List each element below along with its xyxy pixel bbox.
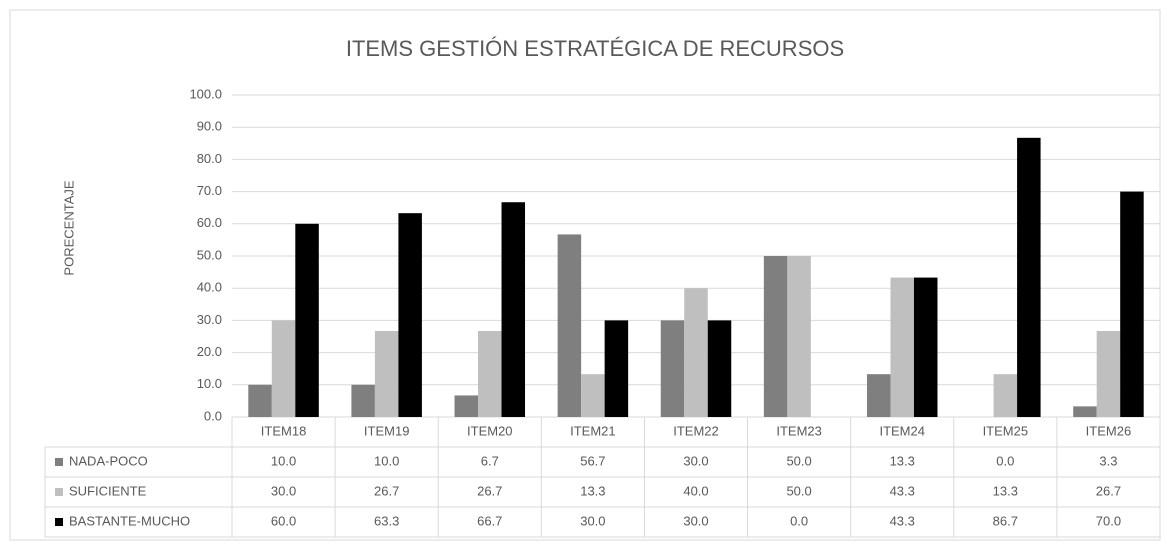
table-cell: 13.3 — [993, 483, 1018, 498]
table-cell: 10.0 — [374, 453, 399, 468]
x-tick-label: ITEM20 — [467, 423, 513, 438]
bar — [501, 202, 526, 417]
bar — [913, 277, 938, 417]
bar — [1096, 331, 1121, 417]
y-tick-label: 70.0 — [197, 183, 222, 198]
table-cell: 0.0 — [996, 453, 1014, 468]
bar — [787, 256, 811, 417]
y-tick-label: 20.0 — [197, 344, 222, 359]
table-cell: 0.0 — [790, 513, 808, 528]
legend-key — [55, 458, 63, 466]
bar — [890, 277, 914, 417]
table-cell: 26.7 — [1096, 483, 1121, 498]
x-tick-label: ITEM24 — [879, 423, 925, 438]
y-tick-label: 30.0 — [197, 312, 222, 327]
table-cell: 30.0 — [271, 483, 296, 498]
bar — [763, 256, 788, 417]
legend-label: SUFICIENTE — [69, 483, 147, 498]
x-tick-label: ITEM23 — [776, 423, 822, 438]
x-tick-label: ITEM21 — [570, 423, 616, 438]
y-tick-label: 50.0 — [197, 247, 222, 262]
table-cell: 3.3 — [1099, 453, 1117, 468]
table-cell: 66.7 — [477, 513, 502, 528]
bar — [707, 320, 732, 417]
table-cell: 43.3 — [890, 483, 915, 498]
table-cell: 26.7 — [374, 483, 399, 498]
table-cell: 30.0 — [683, 513, 708, 528]
x-tick-label: ITEM18 — [261, 423, 307, 438]
bar — [478, 331, 502, 417]
y-axis-label: PORECENTAJE — [61, 180, 76, 275]
bar — [581, 374, 605, 417]
legend-label: BASTANTE-MUCHO — [69, 513, 190, 528]
bar — [557, 234, 582, 417]
bar — [351, 384, 375, 417]
bar — [684, 288, 708, 417]
bar — [604, 320, 629, 417]
table-cell: 13.3 — [890, 453, 915, 468]
bar — [1073, 406, 1097, 417]
legend-key — [55, 488, 63, 496]
y-tick-label: 40.0 — [197, 280, 222, 295]
table-cell: 50.0 — [786, 483, 811, 498]
table-cell: 6.7 — [481, 453, 499, 468]
table-cell: 56.7 — [580, 453, 605, 468]
chart-title: ITEMS GESTIÓN ESTRATÉGICA DE RECURSOS — [346, 36, 844, 61]
bar — [1017, 137, 1041, 418]
bar — [1120, 191, 1144, 417]
table-cell: 40.0 — [683, 483, 708, 498]
bar — [248, 384, 272, 417]
table-cell: 26.7 — [477, 483, 502, 498]
table-cell: 30.0 — [683, 453, 708, 468]
table-cell: 50.0 — [786, 453, 811, 468]
table-cell: 13.3 — [580, 483, 605, 498]
bar — [660, 320, 685, 417]
bar — [271, 320, 296, 417]
table-cell: 86.7 — [993, 513, 1018, 528]
x-tick-label: ITEM19 — [364, 423, 410, 438]
table-cell: 63.3 — [374, 513, 399, 528]
table-cell: 10.0 — [271, 453, 296, 468]
y-tick-label: 100.0 — [189, 86, 222, 101]
x-tick-label: ITEM25 — [983, 423, 1029, 438]
table-cell: 60.0 — [271, 513, 296, 528]
y-tick-label: 0.0 — [204, 408, 222, 423]
y-tick-label: 90.0 — [197, 119, 222, 134]
legend-key — [55, 518, 63, 526]
legend-label: NADA-POCO — [69, 453, 148, 468]
chart-border — [9, 9, 1161, 541]
y-tick-label: 80.0 — [197, 151, 222, 166]
y-tick-label: 60.0 — [197, 215, 222, 230]
bar — [295, 223, 319, 417]
bar — [398, 213, 422, 417]
bar — [454, 395, 479, 417]
bar — [374, 331, 399, 417]
x-tick-label: ITEM26 — [1086, 423, 1132, 438]
bar — [993, 374, 1018, 417]
table-cell: 30.0 — [580, 513, 605, 528]
y-tick-label: 10.0 — [197, 376, 222, 391]
table-cell: 70.0 — [1096, 513, 1121, 528]
x-tick-label: ITEM22 — [673, 423, 719, 438]
table-cell: 43.3 — [890, 513, 915, 528]
bar — [866, 374, 891, 417]
